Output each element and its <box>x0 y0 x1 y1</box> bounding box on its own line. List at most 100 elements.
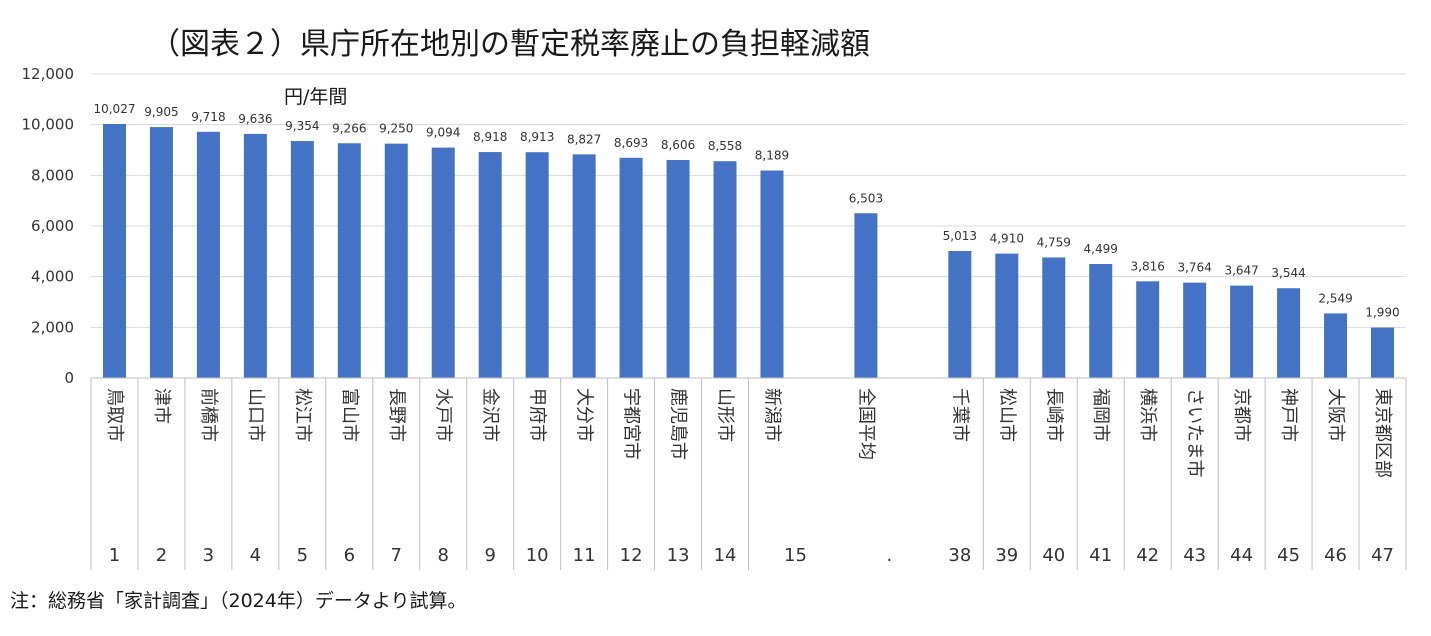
rank-label: . <box>887 545 893 566</box>
y-axis-ticks: 0 2,000 4,000 6,000 8,000 10,000 12,000 <box>22 65 75 387</box>
rank-label: 3 <box>203 545 214 566</box>
x-axis <box>90 377 1407 570</box>
bar <box>149 127 173 378</box>
bar <box>196 131 220 378</box>
rank-label: 15 <box>784 545 807 566</box>
data-label: 9,354 <box>285 119 319 133</box>
category-label: 松江市 <box>292 388 313 442</box>
data-label: 2,549 <box>1318 291 1352 305</box>
bar <box>478 152 502 378</box>
rank-label: 45 <box>1277 545 1300 566</box>
rank-label: 44 <box>1230 545 1253 566</box>
y-tick-label: 0 <box>64 369 74 387</box>
rank-label: 46 <box>1324 545 1347 566</box>
data-label: 9,636 <box>238 112 272 126</box>
bar <box>290 141 314 378</box>
data-label: 9,266 <box>332 121 366 135</box>
gridlines <box>91 73 1406 328</box>
category-label: 前橋市 <box>198 388 219 442</box>
category-label: 京都市 <box>1231 388 1252 442</box>
rank-label: 14 <box>714 545 737 566</box>
category-label: 富山市 <box>339 388 360 442</box>
rank-label: 1 <box>109 545 120 566</box>
data-label: 6,503 <box>849 191 883 205</box>
category-label: 松山市 <box>996 388 1017 442</box>
data-label: 4,499 <box>1084 242 1118 256</box>
category-label: 金沢市 <box>480 388 501 442</box>
y-tick-label: 10,000 <box>22 116 75 134</box>
data-labels: 10,027 9,905 9,718 9,636 9,354 9,266 9,250 9,09… <box>93 102 1399 320</box>
rank-label: 39 <box>995 545 1018 566</box>
rank-label: 2 <box>156 545 167 566</box>
bar <box>854 213 878 378</box>
rank-label: 38 <box>948 545 971 566</box>
data-label: 9,250 <box>379 122 413 136</box>
rank-label: 11 <box>573 545 596 566</box>
rank-label: 41 <box>1089 545 1112 566</box>
rank-label: 43 <box>1183 545 1206 566</box>
category-label: 大阪市 <box>1325 388 1346 442</box>
data-label: 4,910 <box>990 232 1024 246</box>
bar <box>619 157 643 378</box>
bar <box>337 143 361 378</box>
bar <box>713 161 737 378</box>
category-label: 大分市 <box>574 388 595 442</box>
bar <box>1089 264 1113 378</box>
rank-label: 10 <box>526 545 549 566</box>
data-label: 3,544 <box>1271 266 1305 280</box>
data-label: 8,827 <box>567 132 601 146</box>
data-label: 9,094 <box>426 126 460 140</box>
source-note: 注：総務省「家計調査」（2024年）データより試算。 <box>10 590 466 612</box>
rank-label: 8 <box>438 545 449 566</box>
bar <box>431 147 455 378</box>
bar <box>1230 285 1254 378</box>
data-label: 8,918 <box>473 130 507 144</box>
rank-label: 47 <box>1371 545 1394 566</box>
rank-label: 42 <box>1136 545 1159 566</box>
category-label: 長野市 <box>386 388 407 442</box>
category-label: 新潟市 <box>761 388 782 442</box>
category-label: 山口市 <box>245 388 266 442</box>
data-label: 4,759 <box>1037 235 1071 249</box>
bar <box>1324 313 1348 378</box>
category-labels: 鳥取市 津市 前橋市 山口市 松江市 富山市 長野市 水戸市 金沢市 甲府市 大分市 宇都宮市 鹿児島市… <box>104 388 1393 478</box>
data-label: 1,990 <box>1365 306 1399 320</box>
category-label: 神戸市 <box>1278 388 1299 442</box>
y-tick-label: 4,000 <box>31 268 74 286</box>
data-label: 8,606 <box>661 138 695 152</box>
data-label: 5,013 <box>943 229 977 243</box>
y-tick-label: 2,000 <box>31 318 74 336</box>
bar <box>666 159 690 378</box>
category-label: 山形市 <box>715 388 736 442</box>
data-label: 8,693 <box>614 136 648 150</box>
category-label: 横浜市 <box>1137 388 1158 442</box>
rank-label: 6 <box>344 545 355 566</box>
data-label: 8,558 <box>708 139 742 153</box>
data-label: 8,913 <box>520 130 554 144</box>
rank-label: 9 <box>484 545 495 566</box>
category-label: 甲府市 <box>527 388 548 442</box>
category-label: 宇都宮市 <box>621 388 642 460</box>
data-label: 10,027 <box>93 102 135 116</box>
bar <box>760 170 784 378</box>
category-label: 福岡市 <box>1090 388 1111 442</box>
chart-title: （図表２）県庁所在地別の暫定税率廃止の負担軽減額 <box>150 27 870 62</box>
bar <box>572 154 596 378</box>
bar <box>243 133 267 378</box>
bar <box>1136 281 1160 378</box>
rank-label: 12 <box>620 545 643 566</box>
y-tick-label: 12,000 <box>22 65 75 83</box>
category-label: 鳥取市 <box>104 388 125 442</box>
data-label: 3,764 <box>1177 261 1211 275</box>
bars <box>102 123 1395 378</box>
category-label: 全国平均 <box>855 388 876 460</box>
bar <box>525 152 549 378</box>
category-label: 長崎市 <box>1043 388 1064 442</box>
y-axis-unit-label: 円/年間 <box>284 86 347 108</box>
category-label: 東京都区部 <box>1372 388 1393 478</box>
category-label: 水戸市 <box>433 388 454 442</box>
y-tick-label: 6,000 <box>31 217 74 235</box>
category-label: 津市 <box>151 388 172 424</box>
data-label: 9,905 <box>144 105 178 119</box>
